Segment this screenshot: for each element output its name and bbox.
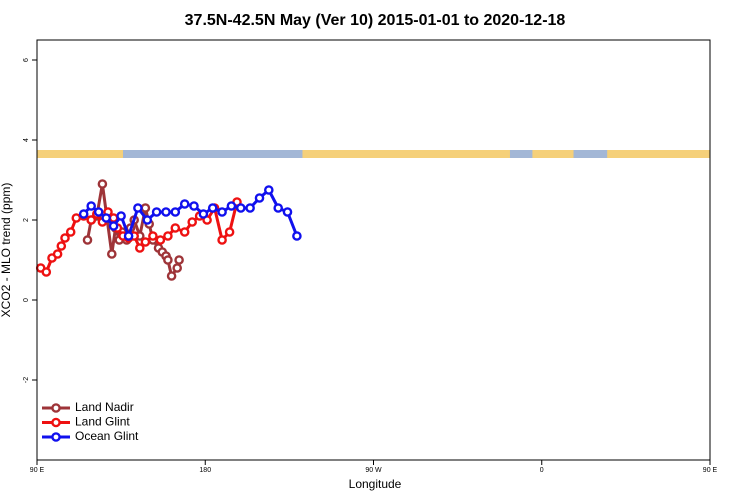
- x-tick-label: 90 E: [703, 467, 718, 474]
- data-point-land-nadir: [97, 179, 108, 189]
- data-point-land-glint: [71, 213, 82, 223]
- data-point-land-glint: [148, 231, 158, 241]
- y-axis-label: XCO2 - MLO trend (ppm): [0, 183, 13, 318]
- data-point-land-glint: [56, 241, 67, 251]
- data-point-land-glint: [187, 217, 197, 227]
- data-point-ocean-glint: [207, 203, 218, 213]
- data-point-ocean-glint: [273, 203, 284, 213]
- data-point-ocean-glint: [292, 231, 302, 241]
- y-tick-label: 0: [23, 298, 30, 302]
- data-point-ocean-glint: [116, 211, 126, 221]
- data-point-ocean-glint: [217, 207, 227, 217]
- data-point-ocean-glint: [161, 207, 171, 217]
- data-point-land-nadir: [140, 203, 151, 213]
- data-point-ocean-glint: [170, 207, 181, 217]
- data-point-land-glint: [155, 235, 166, 245]
- legend-marker: [51, 432, 61, 442]
- data-point-ocean-glint: [263, 185, 274, 195]
- axes: 90 E 180 90 W 0 90 E -2 0 2 4 6: [23, 58, 718, 474]
- data-point-ocean-glint: [108, 221, 119, 231]
- data-point-land-glint: [170, 223, 181, 233]
- data-point-land-glint: [217, 235, 227, 245]
- data-point-ocean-glint: [101, 213, 111, 223]
- land-band-segment: [37, 150, 123, 158]
- data-point-ocean-glint: [133, 203, 143, 213]
- data-point-land-nadir: [172, 263, 182, 273]
- data-point-land-nadir: [174, 255, 184, 265]
- legend-item-land-glint: Land Glint: [42, 415, 130, 429]
- data-point-land-glint: [60, 233, 70, 243]
- x-tick-label: 0: [540, 467, 544, 474]
- legend-marker: [51, 403, 61, 413]
- data-point-land-glint: [86, 215, 96, 225]
- data-point-land-glint: [140, 237, 151, 247]
- data-point-land-nadir: [107, 249, 117, 259]
- data-point-ocean-glint: [254, 193, 265, 203]
- land-ocean-band: [37, 150, 710, 158]
- data-point-land-glint: [134, 243, 145, 253]
- land-band-segment: [302, 150, 510, 158]
- data-point-land-glint: [179, 227, 190, 237]
- data-point-ocean-glint: [179, 199, 190, 209]
- legend-item-ocean-glint: Ocean Glint: [42, 429, 139, 443]
- data-point-ocean-glint: [151, 207, 162, 217]
- x-axis-label: Longitude: [349, 477, 402, 491]
- data-point-land-glint: [52, 249, 63, 259]
- data-point-ocean-glint: [93, 207, 104, 217]
- y-tick-label: 4: [23, 138, 30, 142]
- data-point-ocean-glint: [198, 209, 209, 219]
- data-point-ocean-glint: [78, 209, 89, 219]
- data-point-land-nadir: [166, 271, 177, 281]
- land-band-segment: [532, 150, 574, 158]
- y-tick-label: 2: [23, 218, 30, 222]
- data-point-land-glint: [224, 227, 235, 237]
- data-point-ocean-glint: [142, 215, 153, 225]
- legend-label: Land Nadir: [75, 400, 134, 414]
- data-point-ocean-glint: [189, 201, 199, 211]
- data-point-land-nadir: [163, 255, 173, 265]
- data-point-ocean-glint: [245, 203, 255, 213]
- data-point-land-nadir: [82, 235, 93, 245]
- data-point-land-glint: [163, 231, 173, 241]
- series-land-nadir: [82, 179, 184, 281]
- series-ocean-glint: [78, 185, 302, 241]
- legend-label: Land Glint: [75, 415, 130, 429]
- x-tick-label: 90 W: [365, 467, 382, 474]
- data-point-land-glint: [65, 227, 76, 237]
- series-layer: [35, 179, 302, 281]
- data-point-ocean-glint: [86, 201, 96, 211]
- x-tick-label: 180: [199, 467, 211, 474]
- data-point-ocean-glint: [235, 203, 246, 213]
- data-point-land-glint: [41, 267, 52, 277]
- data-point-ocean-glint: [282, 207, 293, 217]
- land-band-segment: [607, 150, 710, 158]
- data-point-ocean-glint: [226, 201, 237, 211]
- data-point-ocean-glint: [123, 231, 134, 241]
- legend-label: Ocean Glint: [75, 429, 139, 443]
- y-tick-label: -2: [23, 377, 30, 383]
- y-tick-label: 6: [23, 58, 30, 62]
- legend-marker: [51, 417, 61, 428]
- legend-item-land-nadir: Land Nadir: [42, 400, 134, 414]
- chart-title: 37.5N-42.5N May (Ver 10) 2015-01-01 to 2…: [185, 12, 566, 29]
- x-tick-label: 90 E: [30, 467, 45, 474]
